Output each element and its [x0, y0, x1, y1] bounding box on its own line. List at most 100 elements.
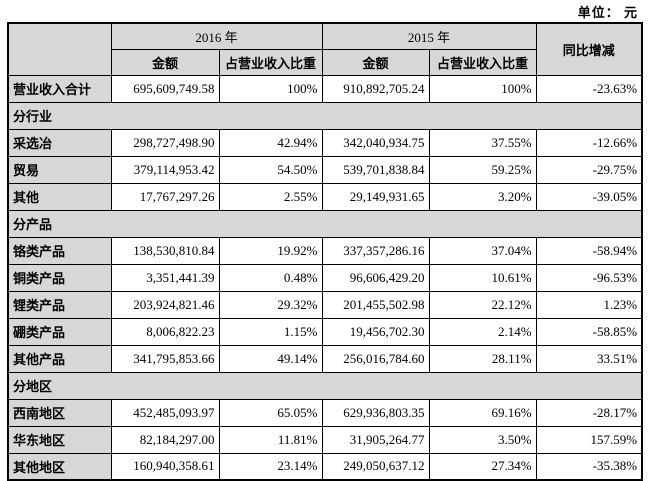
row-label-cell: 锂类产品 [7, 290, 112, 319]
table-row: 其他产品 341,795,853.66 49.14% 256,016,784.60 28… [7, 344, 643, 373]
table-row: 铜类产品 3,351,441.39 0.48% 96,606,429.20 10.61%… [7, 263, 643, 292]
yoy-change-cell: -39.05% [535, 182, 643, 211]
section-row: 分地区 [7, 371, 643, 400]
section-row: 分产品 [7, 209, 643, 238]
header-amount-2016: 金额 [110, 48, 220, 76]
row-label-cell: 铜类产品 [7, 263, 112, 292]
table-header: 2016 年 2015 年 同比增减 金额 占营业收入比重 金额 占营业收入比重 [7, 22, 643, 76]
amount-2015-cell: 256,016,784.60 [321, 344, 430, 373]
header-corner-cell [7, 22, 112, 76]
section-row: 分行业 [7, 101, 643, 130]
ratio-2015-cell: 10.61% [428, 263, 537, 292]
ratio-2016-cell: 29.32% [218, 290, 323, 319]
ratio-2016-cell: 19.92% [218, 236, 323, 265]
table-row: 其他 17,767,297.26 2.55% 29,149,931.65 3.20% -3… [7, 182, 643, 211]
table-row: 营业收入合计 695,609,749.58 100% 910,892,705.24 10… [7, 74, 643, 103]
section-label: 分地区 [7, 371, 643, 400]
ratio-2015-cell: 28.11% [428, 344, 537, 373]
ratio-2015-cell: 37.55% [428, 128, 537, 157]
row-label-cell: 华东地区 [7, 425, 112, 454]
section-label: 分行业 [7, 101, 643, 130]
amount-2015-cell: 342,040,934.75 [321, 128, 430, 157]
ratio-2015-cell: 69.16% [428, 398, 537, 427]
header-row-years: 2016 年 2015 年 同比增减 [7, 22, 643, 76]
ratio-2016-cell: 49.14% [218, 344, 323, 373]
amount-2016-cell: 695,609,749.58 [110, 74, 220, 103]
yoy-change-cell: -58.94% [535, 236, 643, 265]
row-label-cell: 采选冶 [7, 128, 112, 157]
table-row: 其他地区 160,940,358.61 23.14% 249,050,637.12 27… [7, 452, 643, 481]
row-label-cell: 其他产品 [7, 344, 112, 373]
ratio-2015-cell: 3.20% [428, 182, 537, 211]
header-year-2015: 2015 年 [321, 22, 537, 50]
amount-2016-cell: 3,351,441.39 [110, 263, 220, 292]
amount-2016-cell: 8,006,822.23 [110, 317, 220, 346]
row-label-cell: 营业收入合计 [7, 74, 112, 103]
yoy-change-cell: -58.85% [535, 317, 643, 346]
row-label-cell: 其他地区 [7, 452, 112, 481]
ratio-2016-cell: 1.15% [218, 317, 323, 346]
table-row: 华东地区 82,184,297.00 11.81% 31,905,264.77 3.50… [7, 425, 643, 454]
amount-2016-cell: 82,184,297.00 [110, 425, 220, 454]
amount-2015-cell: 629,936,803.35 [321, 398, 430, 427]
amount-2015-cell: 201,455,502.98 [321, 290, 430, 319]
row-label-cell: 硼类产品 [7, 317, 112, 346]
ratio-2015-cell: 3.50% [428, 425, 537, 454]
header-yoy-change: 同比增减 [535, 22, 643, 76]
table-row: 西南地区 452,485,093.97 65.05% 629,936,803.35 69… [7, 398, 643, 427]
table-body: 营业收入合计 695,609,749.58 100% 910,892,705.24 10… [7, 74, 643, 481]
row-label-cell: 西南地区 [7, 398, 112, 427]
header-ratio-2016: 占营业收入比重 [218, 48, 323, 76]
amount-2016-cell: 138,530,810.84 [110, 236, 220, 265]
header-row-subcolumns: 金额 占营业收入比重 金额 占营业收入比重 [8, 48, 642, 76]
ratio-2016-cell: 65.05% [218, 398, 323, 427]
section-label: 分产品 [7, 209, 643, 238]
amount-2016-cell: 17,767,297.26 [110, 182, 220, 211]
ratio-2015-cell: 2.14% [428, 317, 537, 346]
ratio-2016-cell: 100% [218, 74, 323, 103]
amount-2015-cell: 539,701,838.84 [321, 155, 430, 184]
ratio-2016-cell: 42.94% [218, 128, 323, 157]
ratio-2016-cell: 0.48% [218, 263, 323, 292]
amount-2016-cell: 341,795,853.66 [110, 344, 220, 373]
amount-2016-cell: 452,485,093.97 [110, 398, 220, 427]
amount-2015-cell: 31,905,264.77 [321, 425, 430, 454]
row-label-cell: 铬类产品 [7, 236, 112, 265]
ratio-2015-cell: 100% [428, 74, 537, 103]
yoy-change-cell: -23.63% [535, 74, 643, 103]
ratio-2016-cell: 2.55% [218, 182, 323, 211]
yoy-change-cell: -96.53% [535, 263, 643, 292]
table-row: 采选冶 298,727,498.90 42.94% 342,040,934.75 37.… [7, 128, 643, 157]
ratio-2016-cell: 54.50% [218, 155, 323, 184]
amount-2016-cell: 160,940,358.61 [110, 452, 220, 481]
amount-2015-cell: 910,892,705.24 [321, 74, 430, 103]
amount-2016-cell: 298,727,498.90 [110, 128, 220, 157]
yoy-change-cell: -29.75% [535, 155, 643, 184]
header-year-2016: 2016 年 [110, 22, 323, 50]
yoy-change-cell: 157.59% [535, 425, 643, 454]
amount-2016-cell: 203,924,821.46 [110, 290, 220, 319]
ratio-2016-cell: 23.14% [218, 452, 323, 481]
yoy-change-cell: -35.38% [535, 452, 643, 481]
yoy-change-cell: 33.51% [535, 344, 643, 373]
header-amount-2015: 金额 [321, 48, 430, 76]
amount-2016-cell: 379,114,953.42 [110, 155, 220, 184]
unit-label: 单位： 元 [577, 5, 638, 20]
revenue-breakdown-table: 2016 年 2015 年 同比增减 金额 占营业收入比重 金额 占营业收入比重… [7, 22, 644, 481]
table-row: 锂类产品 203,924,821.46 29.32% 201,455,502.98 22… [7, 290, 643, 319]
ratio-2016-cell: 11.81% [218, 425, 323, 454]
yoy-change-cell: -28.17% [535, 398, 643, 427]
header-ratio-2015: 占营业收入比重 [428, 48, 537, 76]
amount-2015-cell: 337,357,286.16 [321, 236, 430, 265]
amount-2015-cell: 249,050,637.12 [321, 452, 430, 481]
row-label-cell: 贸易 [7, 155, 112, 184]
yoy-change-cell: 1.23% [535, 290, 643, 319]
amount-2015-cell: 29,149,931.65 [321, 182, 430, 211]
amount-2015-cell: 19,456,702.30 [321, 317, 430, 346]
ratio-2015-cell: 22.12% [428, 290, 537, 319]
table-row: 铬类产品 138,530,810.84 19.92% 337,357,286.16 37… [7, 236, 643, 265]
yoy-change-cell: -12.66% [535, 128, 643, 157]
table-row: 贸易 379,114,953.42 54.50% 539,701,838.84 59.2… [7, 155, 643, 184]
amount-2015-cell: 96,606,429.20 [321, 263, 430, 292]
